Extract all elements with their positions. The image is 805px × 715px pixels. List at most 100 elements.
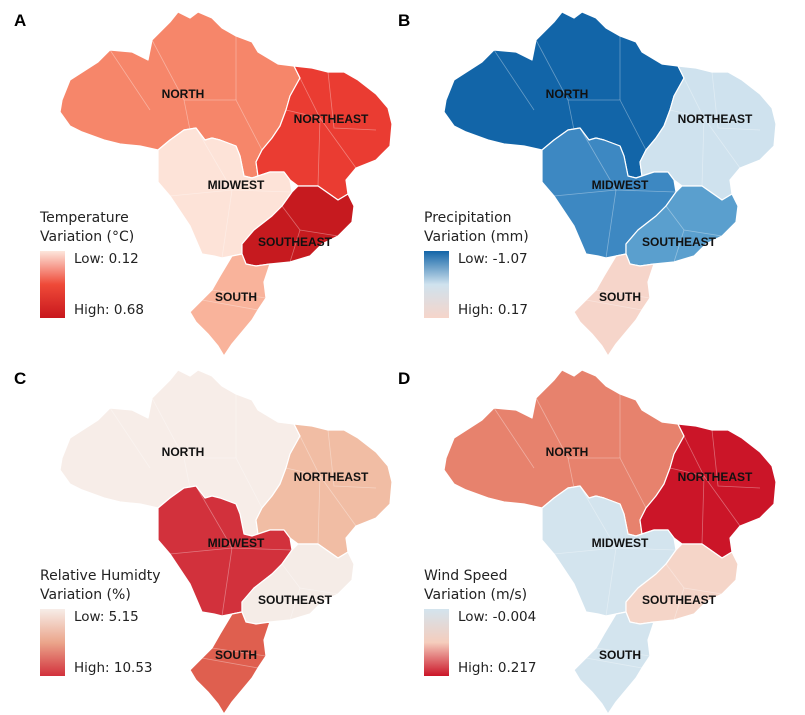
panel-b-legend-colorbar bbox=[424, 251, 449, 318]
state-border bbox=[221, 547, 233, 617]
state-border bbox=[553, 547, 617, 555]
state-border bbox=[221, 189, 233, 259]
state-border bbox=[211, 647, 267, 657]
state-border bbox=[673, 229, 685, 263]
panel-c-legend-colorbar bbox=[40, 609, 65, 676]
panel-c-legend-low: Low: 5.15 bbox=[74, 609, 139, 625]
panel-d-legend-colorbar bbox=[424, 609, 449, 676]
panel-d-letter: D bbox=[398, 369, 410, 388]
state-border bbox=[683, 77, 741, 169]
panel-d-label-northeast: NORTHEAST bbox=[678, 470, 753, 484]
panel-d: D NORTH NORTHEAST MIDWEST SOUTHEAST SOUTH Wind… bbox=[398, 369, 777, 715]
state-border bbox=[184, 99, 263, 151]
state-border bbox=[184, 457, 263, 509]
panel-a-legend-high: High: 0.68 bbox=[74, 302, 144, 318]
state-border bbox=[195, 485, 293, 551]
state-border bbox=[568, 99, 647, 151]
panel-a: A NORTH NORTHEAST MIDWEST SOUTHEAST SOUTH Temp… bbox=[14, 11, 393, 357]
state-border bbox=[327, 429, 377, 489]
state-border bbox=[579, 127, 677, 193]
state-border bbox=[673, 587, 685, 621]
state-border bbox=[285, 467, 321, 545]
state-border bbox=[683, 435, 741, 527]
state-border bbox=[151, 397, 191, 489]
state-border bbox=[568, 457, 647, 509]
state-border bbox=[665, 205, 723, 237]
panel-a-label-midwest: MIDWEST bbox=[208, 178, 265, 192]
state-border bbox=[285, 109, 321, 187]
state-border bbox=[281, 563, 339, 595]
panel-b: B NORTH NORTHEAST MIDWEST SOUTHEAST SOUTH Prec… bbox=[398, 11, 777, 357]
panel-c-label-south: SOUTH bbox=[215, 648, 257, 662]
panel-d-legend-title: Wind Speed bbox=[424, 568, 508, 584]
state-border bbox=[605, 547, 617, 617]
panel-b-region-south bbox=[573, 253, 655, 357]
state-border bbox=[665, 563, 723, 595]
state-border bbox=[169, 189, 233, 197]
state-border bbox=[595, 289, 651, 299]
panel-c-legend-title: Relative Humidty bbox=[40, 568, 161, 584]
panel-d-label-southeast: SOUTHEAST bbox=[642, 593, 717, 607]
panel-a-label-south: SOUTH bbox=[215, 290, 257, 304]
panel-c-label-midwest: MIDWEST bbox=[208, 536, 265, 550]
state-border bbox=[109, 407, 151, 469]
panel-a-region-south bbox=[189, 253, 271, 357]
panel-c-region-southeast bbox=[241, 543, 355, 625]
state-border bbox=[493, 49, 535, 111]
panel-b-label-north: NORTH bbox=[546, 87, 589, 101]
panel-a-letter: A bbox=[14, 11, 26, 30]
state-border bbox=[585, 657, 643, 669]
panel-b-letter: B bbox=[398, 11, 410, 30]
panel-c: C NORTH NORTHEAST MIDWEST SOUTHEAST SOUTH Rela… bbox=[14, 369, 393, 715]
panel-d-label-south: SOUTH bbox=[599, 648, 641, 662]
state-border bbox=[211, 289, 267, 299]
state-border bbox=[585, 299, 643, 311]
panel-a-label-southeast: SOUTHEAST bbox=[258, 235, 333, 249]
state-border bbox=[201, 657, 259, 669]
state-border bbox=[579, 485, 677, 551]
panel-c-label-north: NORTH bbox=[162, 445, 205, 459]
panel-a-legend-low: Low: 0.12 bbox=[74, 251, 139, 267]
panel-c-legend: Relative Humidty Variation (%) Low: 5.15 Hi… bbox=[40, 568, 161, 676]
panel-d-legend: Wind Speed Variation (m/s) Low: -0.004 High… bbox=[424, 568, 537, 676]
panel-c-label-northeast: NORTHEAST bbox=[294, 470, 369, 484]
panel-b-map: NORTH NORTHEAST MIDWEST SOUTHEAST SOUTH bbox=[443, 11, 777, 357]
panel-b-label-southeast: SOUTHEAST bbox=[642, 235, 717, 249]
state-border bbox=[109, 49, 151, 111]
state-border bbox=[553, 189, 617, 197]
state-border bbox=[289, 229, 301, 263]
panel-a-region-southeast bbox=[241, 185, 355, 267]
state-border bbox=[595, 647, 651, 657]
panel-a-label-northeast: NORTHEAST bbox=[294, 112, 369, 126]
panel-b-label-northeast: NORTHEAST bbox=[678, 112, 753, 126]
panel-b-region-southeast bbox=[625, 185, 739, 267]
state-border bbox=[711, 71, 761, 131]
panel-a-legend: Temperature Variation (°C) Low: 0.12 High: … bbox=[39, 210, 144, 318]
state-border bbox=[299, 77, 357, 169]
panel-d-legend-high: High: 0.217 bbox=[458, 660, 537, 676]
state-border bbox=[195, 127, 293, 193]
panel-b-legend-subtitle: Variation (mm) bbox=[424, 229, 529, 245]
panel-a-legend-colorbar bbox=[40, 251, 65, 318]
state-border bbox=[711, 429, 761, 489]
panel-d-label-midwest: MIDWEST bbox=[592, 536, 649, 550]
panel-d-label-north: NORTH bbox=[546, 445, 589, 459]
panel-b-label-midwest: MIDWEST bbox=[592, 178, 649, 192]
panel-d-legend-low: Low: -0.004 bbox=[458, 609, 536, 625]
panel-a-map: NORTH NORTHEAST MIDWEST SOUTHEAST SOUTH bbox=[59, 11, 393, 357]
state-border bbox=[327, 71, 377, 131]
panel-d-region-southeast bbox=[625, 543, 739, 625]
panel-c-label-southeast: SOUTHEAST bbox=[258, 593, 333, 607]
panel-c-legend-subtitle: Variation (%) bbox=[40, 587, 131, 603]
state-border bbox=[535, 397, 575, 489]
panel-c-map: NORTH NORTHEAST MIDWEST SOUTHEAST SOUTH bbox=[59, 369, 393, 715]
panel-b-legend: Precipitation Variation (mm) Low: -1.07 Hig… bbox=[424, 210, 529, 318]
state-border bbox=[281, 205, 339, 237]
panel-d-legend-subtitle: Variation (m/s) bbox=[424, 587, 527, 603]
state-border bbox=[605, 189, 617, 259]
state-border bbox=[535, 39, 575, 131]
panel-b-label-south: SOUTH bbox=[599, 290, 641, 304]
panel-a-legend-subtitle: Variation (°C) bbox=[40, 229, 134, 245]
panel-a-legend-title: Temperature bbox=[39, 210, 129, 226]
